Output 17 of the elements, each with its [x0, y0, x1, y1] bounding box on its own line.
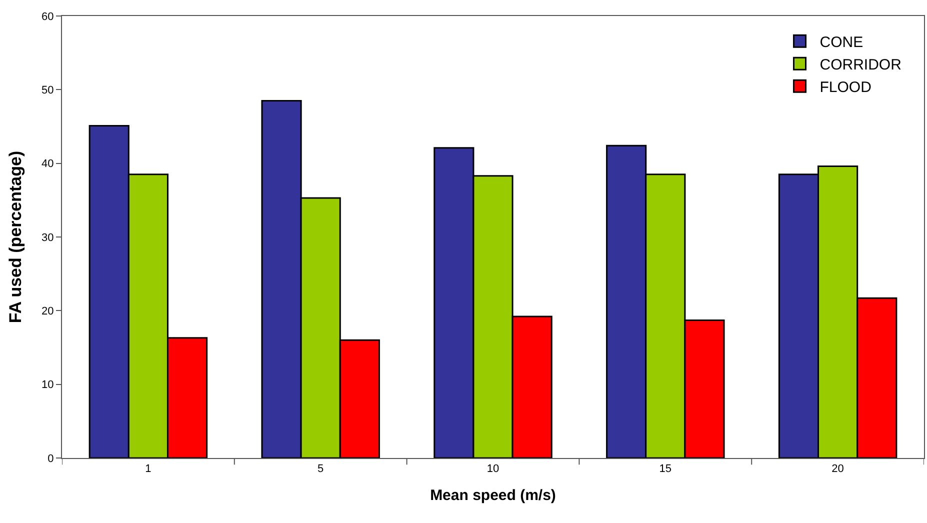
legend-label: CORRIDOR	[820, 56, 902, 74]
y-tick-label: 0	[48, 452, 54, 465]
x-tick-label: 1	[145, 463, 152, 476]
y-axis-title: FA used (percentage)	[6, 150, 26, 324]
y-tick-label: 10	[42, 379, 54, 392]
x-tick-label: 10	[486, 463, 500, 476]
x-tick-label: 15	[659, 463, 672, 476]
y-tick-label: 50	[42, 84, 54, 97]
legend-label: FLOOD	[820, 78, 872, 96]
legend-label: CONE	[820, 34, 864, 51]
y-tick-label: 30	[42, 232, 54, 244]
x-axis-title: Mean speed (m/s)	[430, 487, 556, 504]
y-tick-label: 20	[42, 306, 54, 318]
y-tick-label: 60	[42, 10, 54, 23]
x-tick-label: 20	[832, 463, 844, 476]
y-tick-label: 40	[42, 158, 54, 170]
x-tick-label: 5	[318, 463, 324, 476]
